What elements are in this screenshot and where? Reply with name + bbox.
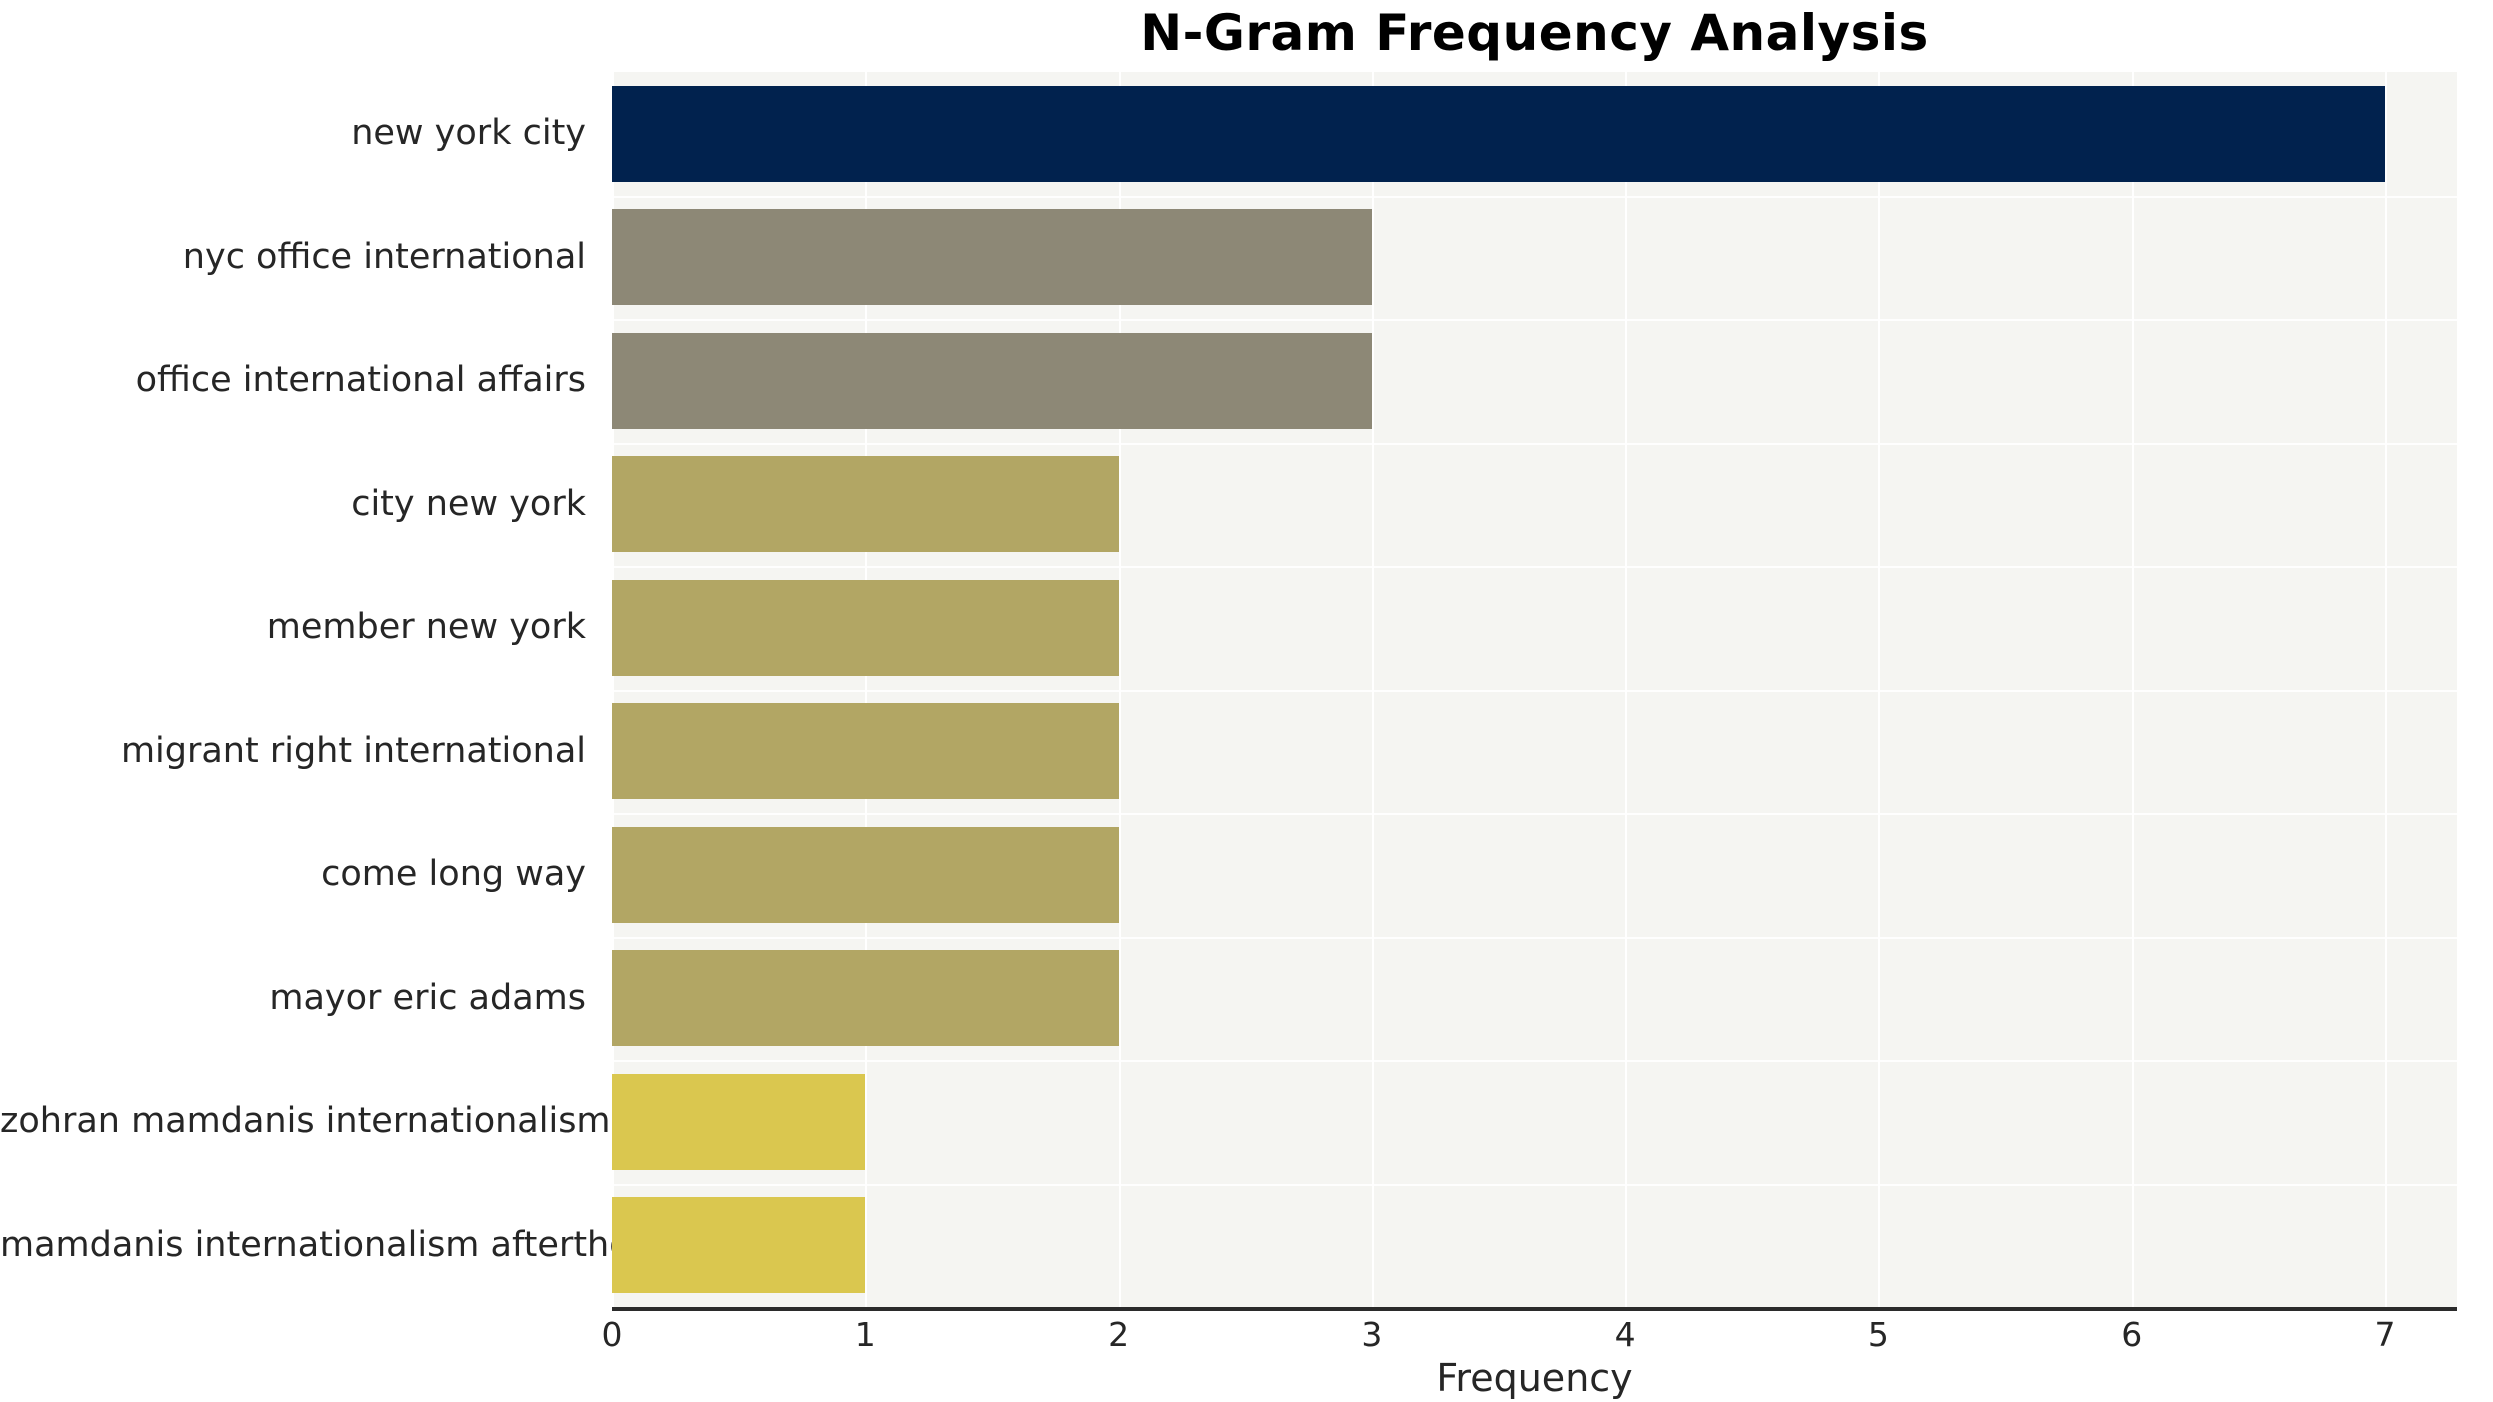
x-axis-title: Frequency xyxy=(1436,1356,1633,1400)
bar-new-york-city xyxy=(612,85,2385,182)
bar-come-long-way xyxy=(612,826,1119,923)
category-label: migrant right international xyxy=(120,730,586,771)
category-label: office international affairs xyxy=(135,360,586,400)
bar-nyc-office-international xyxy=(612,209,1372,306)
horizontal-gridline xyxy=(612,442,2457,445)
category-label: new york city xyxy=(351,113,586,153)
horizontal-gridline xyxy=(612,566,2457,568)
x-tick-label: 2 xyxy=(1108,1315,1130,1354)
x-tick-label: 3 xyxy=(1361,1315,1383,1354)
x-tick-label: 6 xyxy=(2121,1315,2143,1354)
bar-migrant-right-international xyxy=(612,703,1119,800)
horizontal-gridline xyxy=(612,1060,2457,1062)
horizontal-gridline xyxy=(612,195,2457,198)
horizontal-gridline xyxy=(612,1183,2457,1186)
category-label: nyc office international xyxy=(182,236,586,277)
horizontal-gridline xyxy=(612,689,2457,692)
bar-member-new-york xyxy=(612,579,1119,676)
horizontal-gridline xyxy=(612,319,2457,321)
x-tick-label: 0 xyxy=(601,1315,623,1354)
bar-zohran-mamdanis-internationalism xyxy=(612,1073,866,1170)
plot-area xyxy=(612,72,2457,1311)
category-label: zohran mamdanis internationalism xyxy=(0,1101,611,1141)
horizontal-gridline xyxy=(612,813,2457,815)
category-label: mamdanis internationalism afterthought xyxy=(0,1224,711,1265)
x-tick-label: 1 xyxy=(854,1315,876,1354)
bar-office-international-affairs xyxy=(612,332,1372,429)
x-tick-label: 4 xyxy=(1614,1315,1636,1354)
x-tick-label: 5 xyxy=(1867,1315,1889,1354)
category-label: come long way xyxy=(321,854,586,894)
chart-title: N-Gram Frequency Analysis xyxy=(1140,4,1929,62)
category-label: city new york xyxy=(351,483,586,524)
horizontal-gridline xyxy=(612,936,2457,939)
bar-mayor-eric-adams xyxy=(612,950,1119,1047)
x-tick-label: 7 xyxy=(2374,1315,2396,1354)
x-axis-ticks: 0 1 2 3 4 5 6 7 xyxy=(602,1315,2457,1359)
bar-mamdanis-internationalism-afterthought xyxy=(612,1197,866,1294)
bar-city-new-york xyxy=(612,456,1119,553)
y-axis-labels: new york city nyc office international off… xyxy=(0,72,711,1307)
category-label: mayor eric adams xyxy=(269,977,586,1018)
category-label: member new york xyxy=(266,607,586,647)
